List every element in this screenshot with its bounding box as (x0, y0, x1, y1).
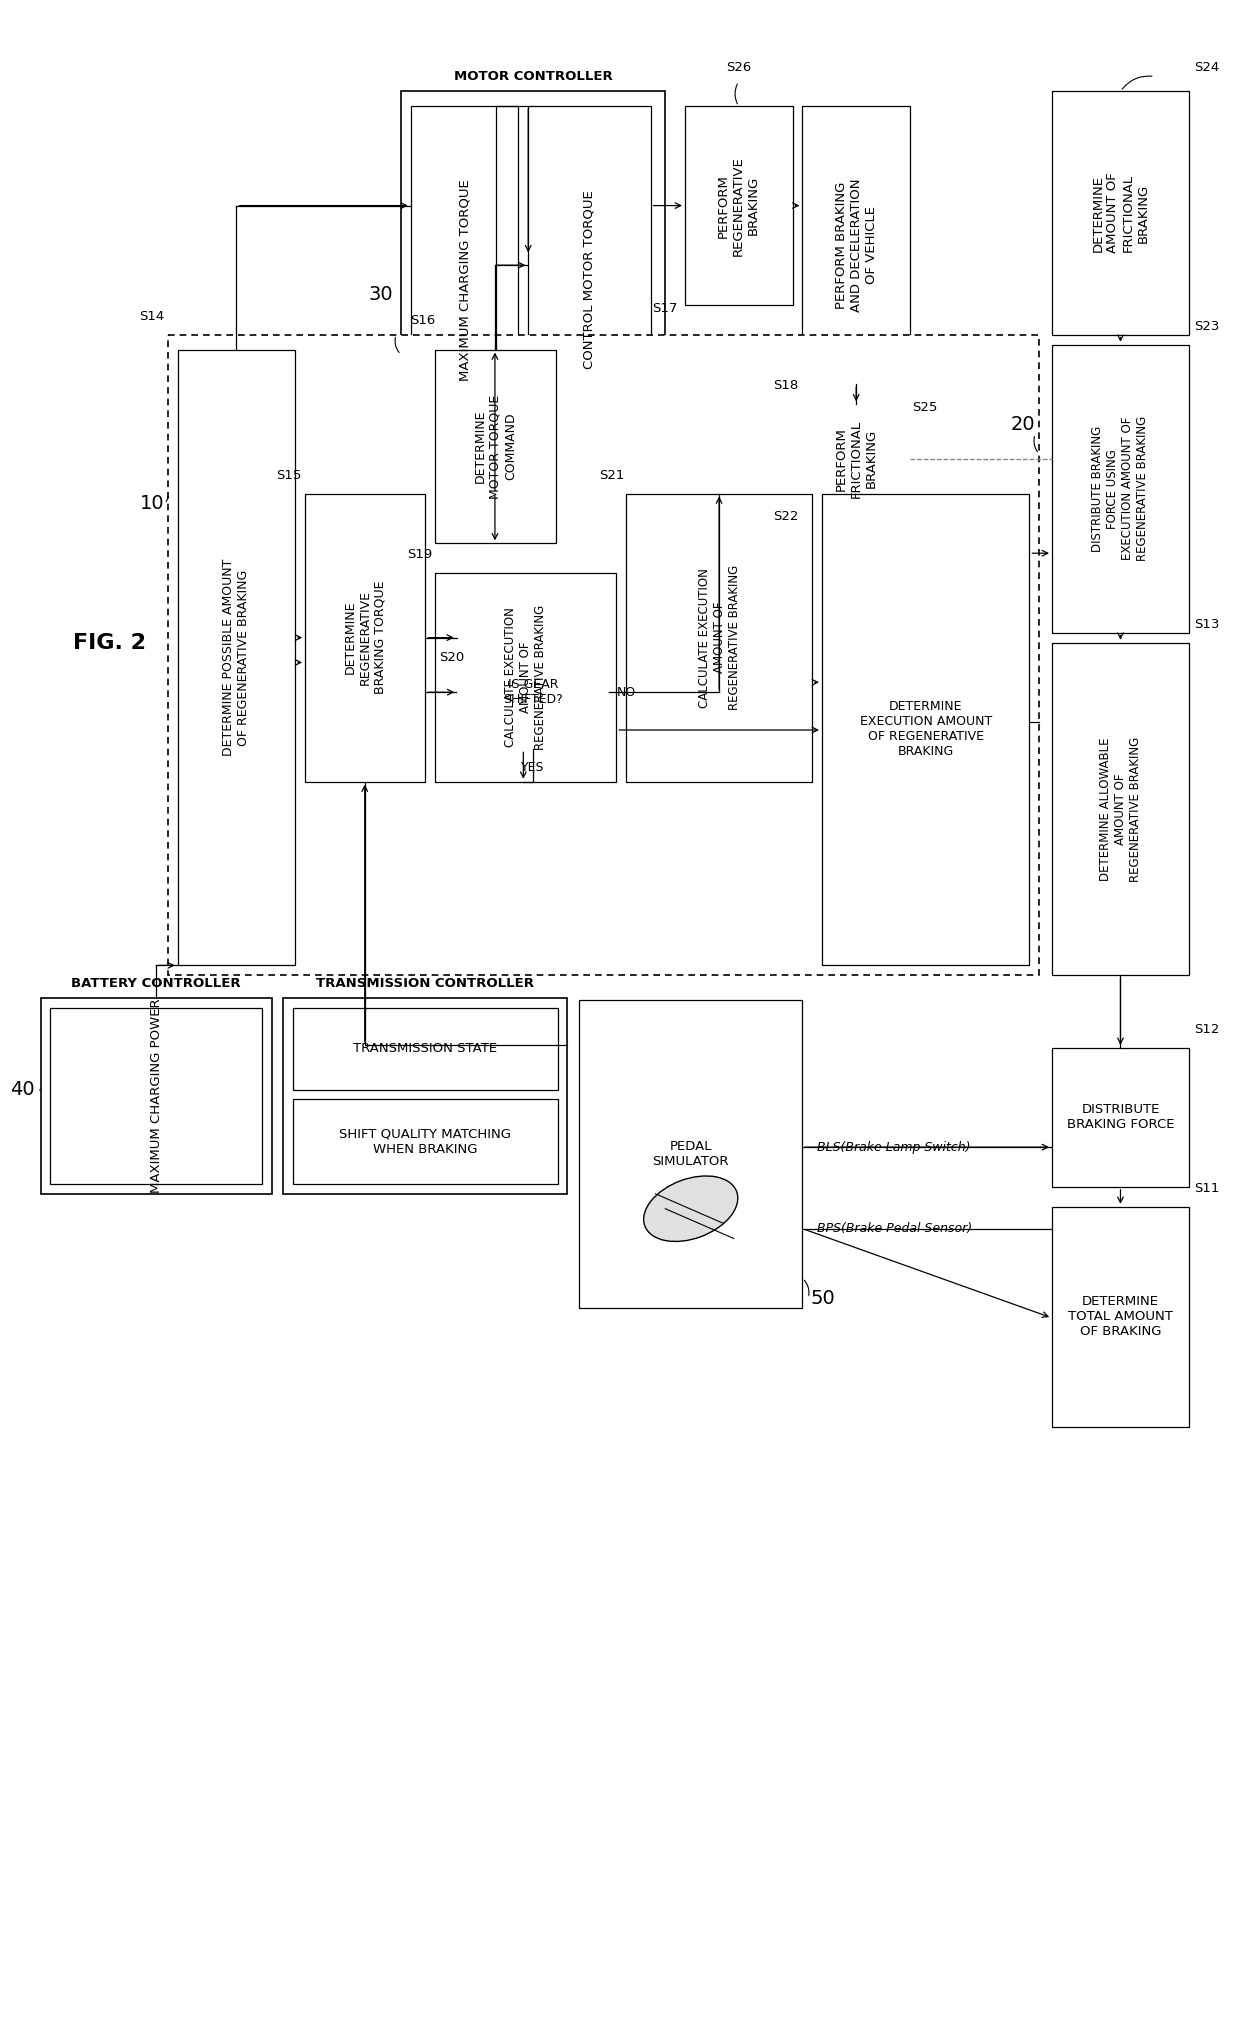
Text: DETERMINE
EXECUTION AMOUNT
OF REGENERATIVE
BRAKING: DETERMINE EXECUTION AMOUNT OF REGENERATI… (859, 700, 992, 759)
Text: S13: S13 (1194, 618, 1219, 631)
Bar (51, 1008, 262, 1184)
Text: MAXIMUM CHARGING TORQUE: MAXIMUM CHARGING TORQUE (458, 180, 471, 382)
Text: FIG. 2: FIG. 2 (73, 633, 146, 653)
Text: MAXIMUM CHARGING POWER: MAXIMUM CHARGING POWER (150, 998, 162, 1194)
Text: S16: S16 (410, 314, 435, 327)
Bar (802, 404, 910, 514)
Text: DISTRIBUTE
BRAKING FORCE: DISTRIBUTE BRAKING FORCE (1066, 1104, 1174, 1131)
Bar (294, 1008, 558, 1090)
Text: CALCULATE EXECUTION
AMOUNT OF
REGENERATIVE BRAKING: CALCULATE EXECUTION AMOUNT OF REGENERATI… (505, 604, 547, 749)
Text: TRANSMISSION STATE: TRANSMISSION STATE (353, 1043, 497, 1055)
Text: S15: S15 (275, 469, 301, 482)
Text: MOTOR CONTROLLER: MOTOR CONTROLLER (454, 71, 613, 84)
Bar (822, 494, 1029, 965)
Ellipse shape (644, 1176, 738, 1241)
Text: DETERMINE
TOTAL AMOUNT
OF BRAKING: DETERMINE TOTAL AMOUNT OF BRAKING (1068, 1296, 1173, 1339)
Bar (41, 998, 272, 1194)
Text: 40: 40 (10, 1080, 35, 1098)
Text: IS GEAR
SHIFTED?: IS GEAR SHIFTED? (503, 678, 563, 706)
Text: PERFORM
REGENERATIVE
BRAKING: PERFORM REGENERATIVE BRAKING (717, 155, 760, 255)
Bar (1052, 1047, 1189, 1188)
Text: S24: S24 (1194, 61, 1219, 73)
Text: DETERMINE ALLOWABLE
AMOUNT OF
REGENERATIVE BRAKING: DETERMINE ALLOWABLE AMOUNT OF REGENERATI… (1099, 737, 1142, 882)
Bar (284, 998, 568, 1194)
Text: 20: 20 (1011, 414, 1035, 433)
Text: S22: S22 (773, 510, 799, 522)
Bar (626, 494, 812, 782)
Bar (802, 106, 910, 384)
Text: DETERMINE POSSIBLE AMOUNT
OF REGENERATIVE BRAKING: DETERMINE POSSIBLE AMOUNT OF REGENERATIV… (222, 559, 250, 755)
Bar (410, 106, 518, 453)
Bar (579, 1000, 802, 1308)
Text: DETERMINE
REGENERATIVE
BRAKING TORQUE: DETERMINE REGENERATIVE BRAKING TORQUE (343, 582, 387, 694)
Text: S26: S26 (727, 61, 751, 73)
Bar (435, 574, 616, 782)
Text: TRANSMISSION CONTROLLER: TRANSMISSION CONTROLLER (316, 978, 534, 990)
Text: DISTRIBUTE BRAKING
FORCE USING
EXECUTION AMOUNT OF
REGENERATIVE BRAKING: DISTRIBUTE BRAKING FORCE USING EXECUTION… (1091, 416, 1149, 561)
Bar (1052, 345, 1189, 633)
Text: SHIFT QUALITY MATCHING
WHEN BRAKING: SHIFT QUALITY MATCHING WHEN BRAKING (340, 1129, 511, 1155)
Text: S11: S11 (1194, 1182, 1219, 1194)
Bar (1052, 643, 1189, 976)
Bar (177, 349, 295, 965)
Text: S23: S23 (1194, 320, 1219, 333)
Text: DETERMINE
MOTOR TORQUE
COMMAND: DETERMINE MOTOR TORQUE COMMAND (474, 394, 517, 498)
Text: PEDAL
SIMULATOR: PEDAL SIMULATOR (652, 1141, 729, 1167)
Text: 50: 50 (810, 1288, 835, 1308)
Bar (167, 335, 1039, 976)
Text: S20: S20 (439, 651, 465, 665)
Text: BATTERY CONTROLLER: BATTERY CONTROLLER (72, 978, 241, 990)
Text: S18: S18 (774, 380, 799, 392)
Bar (435, 349, 556, 543)
Text: BLS(Brake Lamp Switch): BLS(Brake Lamp Switch) (817, 1141, 971, 1153)
Text: S17: S17 (652, 302, 677, 314)
Bar (294, 1100, 558, 1184)
Text: 30: 30 (368, 286, 393, 304)
Text: 10: 10 (139, 494, 164, 512)
Bar (528, 106, 651, 453)
Text: CALCULATE EXECUTION
AMOUNT OF
REGENERATIVE BRAKING: CALCULATE EXECUTION AMOUNT OF REGENERATI… (698, 565, 740, 710)
Text: S25: S25 (911, 402, 937, 414)
Bar (1052, 1206, 1189, 1427)
Bar (305, 494, 425, 782)
Text: PERFORM BRAKING
AND DECELERATION
OF VEHICLE: PERFORM BRAKING AND DECELERATION OF VEHI… (835, 178, 878, 312)
Text: YES: YES (521, 761, 544, 774)
Text: S21: S21 (599, 469, 624, 482)
Text: S14: S14 (139, 310, 164, 322)
Polygon shape (458, 635, 609, 749)
Text: NO: NO (616, 686, 636, 698)
Text: DETERMINE
AMOUNT OF
FRICTIONAL
BRAKING: DETERMINE AMOUNT OF FRICTIONAL BRAKING (1091, 173, 1149, 253)
Text: BPS(Brake Pedal Sensor): BPS(Brake Pedal Sensor) (817, 1223, 972, 1235)
Bar (684, 106, 792, 304)
Text: S19: S19 (407, 549, 433, 561)
Text: PERFORM
FRICTIONAL
BRAKING: PERFORM FRICTIONAL BRAKING (835, 420, 878, 498)
Bar (1052, 92, 1189, 335)
Bar (401, 92, 666, 463)
Text: CONTROL MOTOR TORQUE: CONTROL MOTOR TORQUE (583, 190, 596, 369)
Text: S12: S12 (1194, 1023, 1219, 1037)
